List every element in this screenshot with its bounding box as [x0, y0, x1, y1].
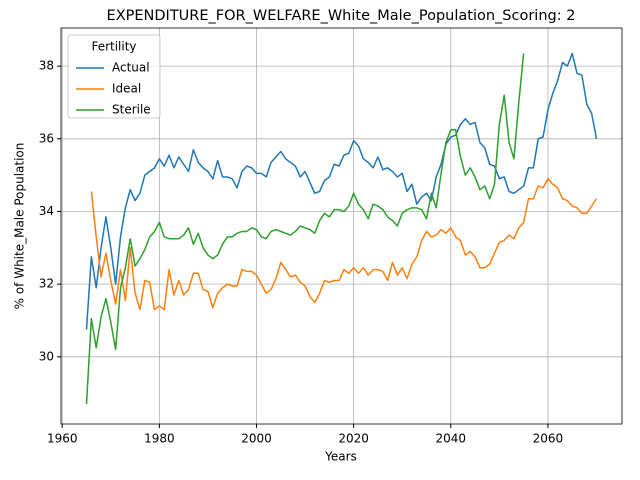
x-tick-label: 2020	[338, 432, 369, 446]
x-tick-label: 2040	[436, 432, 467, 446]
y-tick-label: 34	[39, 204, 54, 218]
chart-title: EXPENDITURE_FOR_WELFARE_White_Male_Popul…	[107, 8, 576, 24]
x-tick-label: 2000	[241, 432, 272, 446]
x-tick-label: 1960	[47, 432, 78, 446]
y-axis-label: % of White_Male Population	[13, 143, 27, 310]
legend-label: Ideal	[112, 82, 141, 96]
y-tick-label: 38	[39, 59, 54, 73]
legend-label: Actual	[112, 61, 150, 75]
legend-title: Fertility	[91, 40, 136, 54]
plot-frame	[60, 27, 623, 425]
y-tick-label: 30	[39, 349, 54, 363]
series-line	[90, 178, 598, 311]
x-axis-label: Years	[324, 450, 357, 464]
legend-label: Sterile	[112, 103, 151, 117]
series-line	[85, 53, 525, 405]
x-tick-label: 1980	[144, 432, 175, 446]
y-tick-label: 36	[39, 131, 54, 145]
legend-box	[67, 34, 161, 119]
x-tick-label: 2060	[533, 432, 564, 446]
series-line	[85, 52, 598, 330]
y-tick-label: 32	[39, 277, 54, 291]
